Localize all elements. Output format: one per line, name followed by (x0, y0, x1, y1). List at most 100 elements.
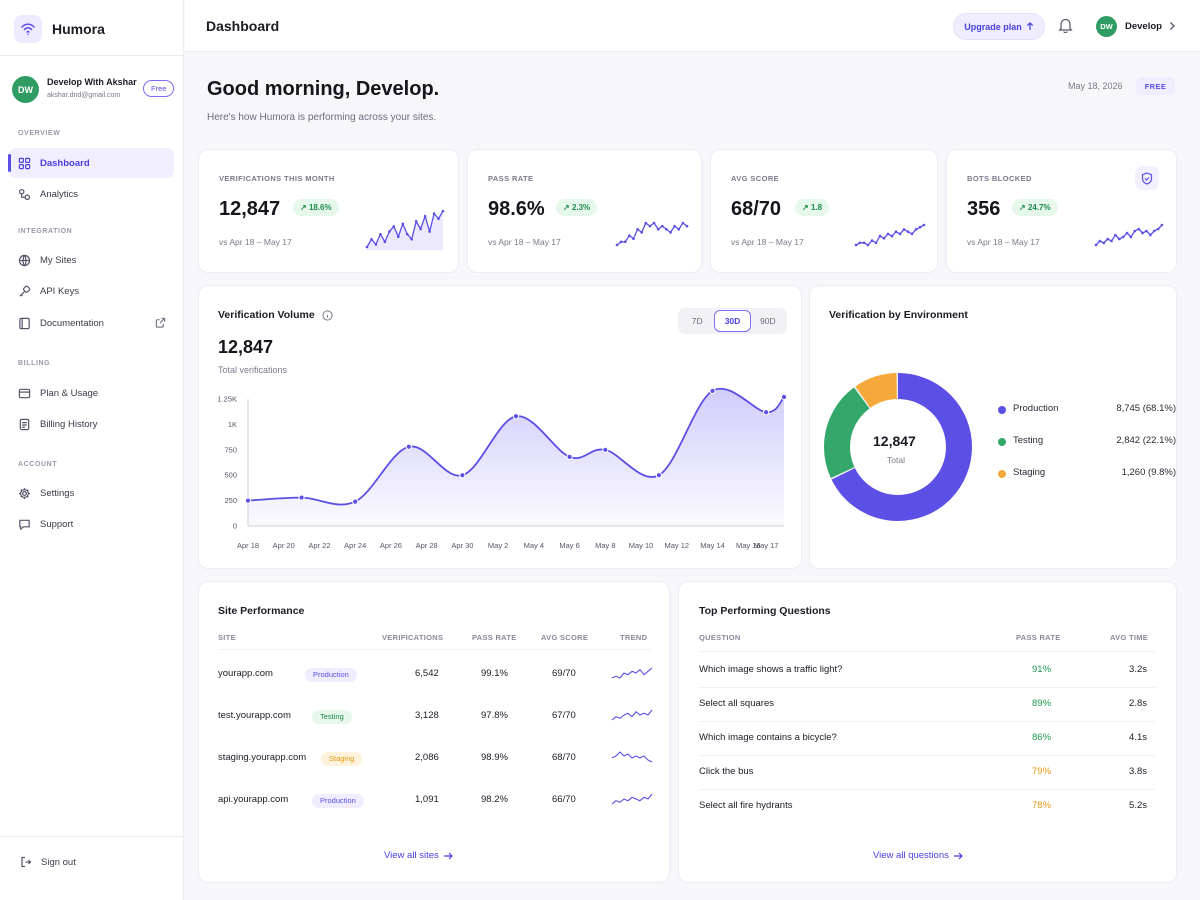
brand[interactable]: Humora (14, 14, 105, 44)
stat-value: 98.6% (488, 198, 545, 220)
x-tick-label: May 12 (664, 541, 689, 550)
sidebar-item-analytics[interactable]: Analytics (9, 179, 174, 209)
sparkline-point (640, 231, 644, 234)
sidebar-item-support[interactable]: Support (9, 509, 174, 539)
table-row[interactable]: Which image contains a bicycle? 86% 4.1s (679, 732, 1178, 756)
user-menu[interactable]: Develop (1125, 21, 1162, 32)
table-row[interactable]: staging.yourapp.com Staging 2,086 98.9% 68/7… (199, 751, 671, 781)
signout-button[interactable]: Sign out (20, 856, 76, 868)
section-integration: INTEGRATION (18, 228, 73, 235)
range-90d[interactable]: 90D (760, 316, 776, 326)
bell-icon[interactable] (1058, 17, 1073, 33)
sparkline-point (898, 232, 902, 236)
legend-label: Testing (1013, 435, 1044, 446)
signal-logo-icon (14, 15, 42, 43)
sparkline-point (1152, 229, 1156, 233)
range-selector: 7D 30D 90D (678, 308, 787, 334)
trend-sparkline (611, 667, 653, 679)
trend-sparkline (611, 751, 653, 763)
sidebar-item-history[interactable]: Billing History (9, 409, 174, 439)
view-all-questions-link[interactable]: View all questions (873, 850, 963, 861)
sparkline-point (656, 227, 660, 231)
sparkline-point (681, 221, 685, 225)
data-point[interactable] (298, 494, 305, 501)
site-name: test.yourapp.com (218, 710, 291, 721)
table-row[interactable]: Click the bus 79% 3.8s (679, 766, 1178, 790)
data-point[interactable] (405, 443, 412, 450)
env-badge: Testing (312, 710, 352, 724)
environment-donut-chart (824, 373, 972, 521)
data-point[interactable] (709, 387, 716, 394)
sparkline-point (922, 223, 926, 227)
range-7d[interactable]: 7D (691, 316, 703, 326)
sparkline-point (1160, 223, 1164, 227)
sparkline-point (878, 234, 882, 238)
stat-label: PASS RATE (488, 174, 534, 183)
chevron-right-icon[interactable] (1168, 21, 1176, 31)
donut-segment-production[interactable] (824, 373, 972, 521)
legend-item-testing: Testing 2,842 (22.1%) (998, 435, 1176, 449)
sparkline-point (1098, 239, 1102, 243)
avg-time: 4.1s (1129, 732, 1147, 743)
env-badge: Staging (321, 752, 363, 766)
sparkline-point (632, 237, 635, 241)
plan-badge: Free (143, 80, 175, 97)
data-point[interactable] (352, 498, 359, 505)
stat-comparison: vs Apr 18 – May 17 (219, 237, 292, 247)
donut-segment-testing[interactable] (824, 373, 972, 521)
link-label: View all questions (873, 850, 949, 861)
user-profile[interactable]: DW Develop With Akshar akshar.dnd@gmail.… (12, 75, 177, 105)
table-row[interactable]: yourapp.com Production 6,542 99.1% 69/70 (199, 667, 671, 697)
data-point[interactable] (512, 413, 520, 420)
divider (699, 789, 1155, 790)
sparkline-point (910, 232, 914, 236)
credit-card-icon (18, 388, 31, 398)
data-point[interactable] (655, 472, 663, 479)
site-name: staging.yourapp.com (218, 752, 307, 763)
sparkline-point (677, 227, 681, 231)
divider (699, 755, 1155, 756)
brand-name: Humora (52, 21, 105, 37)
delta-badge: ↗ 1.8 (795, 199, 830, 216)
avg-time: 2.8s (1129, 698, 1147, 709)
sparkline-point (432, 212, 436, 215)
table-row[interactable]: api.yourapp.com Production 1,091 98.2% 66/70 (199, 793, 671, 823)
sparkline-point (365, 245, 369, 249)
avatar[interactable]: DW (1096, 16, 1117, 37)
data-point[interactable] (763, 409, 770, 416)
data-point[interactable] (602, 446, 609, 453)
sidebar-item-settings[interactable]: Settings (9, 478, 174, 508)
table-row[interactable]: Select all fire hydrants 78% 5.2s (679, 800, 1178, 824)
table-row[interactable]: Select all squares 89% 2.8s (679, 698, 1178, 722)
range-30d[interactable]: 30D (714, 310, 751, 332)
data-point[interactable] (244, 497, 252, 504)
sidebar-item-dashboard[interactable]: Dashboard (8, 148, 174, 178)
data-point[interactable] (459, 472, 466, 479)
sidebar-item-plan[interactable]: Plan & Usage (9, 378, 174, 408)
view-all-sites-link[interactable]: View all sites (384, 850, 453, 861)
question-text: Select all fire hydrants (699, 800, 793, 811)
sidebar-item-docs[interactable]: Documentation (9, 308, 174, 338)
verifications-count: 2,086 (415, 752, 439, 763)
table-row[interactable]: test.yourapp.com Testing 3,128 97.8% 67/70 (199, 709, 671, 739)
sparkline-point (902, 228, 906, 231)
sidebar-item-sites[interactable]: My Sites (9, 245, 174, 275)
sidebar-item-keys[interactable]: API Keys (9, 276, 174, 306)
section-billing: BILLING (18, 360, 51, 367)
question-text: Select all squares (699, 698, 774, 709)
upgrade-plan-button[interactable]: Upgrade plan (953, 13, 1045, 40)
pass-rate: 91% (1032, 664, 1052, 675)
sparkline-point (644, 221, 648, 225)
table-row[interactable]: Which image shows a traffic light? 91% 3.2… (679, 664, 1178, 688)
info-icon[interactable] (322, 310, 333, 321)
sparkline-point (437, 217, 440, 221)
section-account: ACCOUNT (18, 461, 58, 468)
x-tick-label: Apr 24 (344, 541, 366, 550)
total-verifications: 12,847 (218, 337, 274, 357)
data-point[interactable] (566, 453, 573, 461)
sparkline-point (615, 243, 619, 247)
pass-rate: 89% (1032, 698, 1052, 709)
sparkline-point (414, 219, 418, 223)
sidebar-item-label: Documentation (40, 317, 104, 329)
data-point[interactable] (780, 393, 788, 401)
